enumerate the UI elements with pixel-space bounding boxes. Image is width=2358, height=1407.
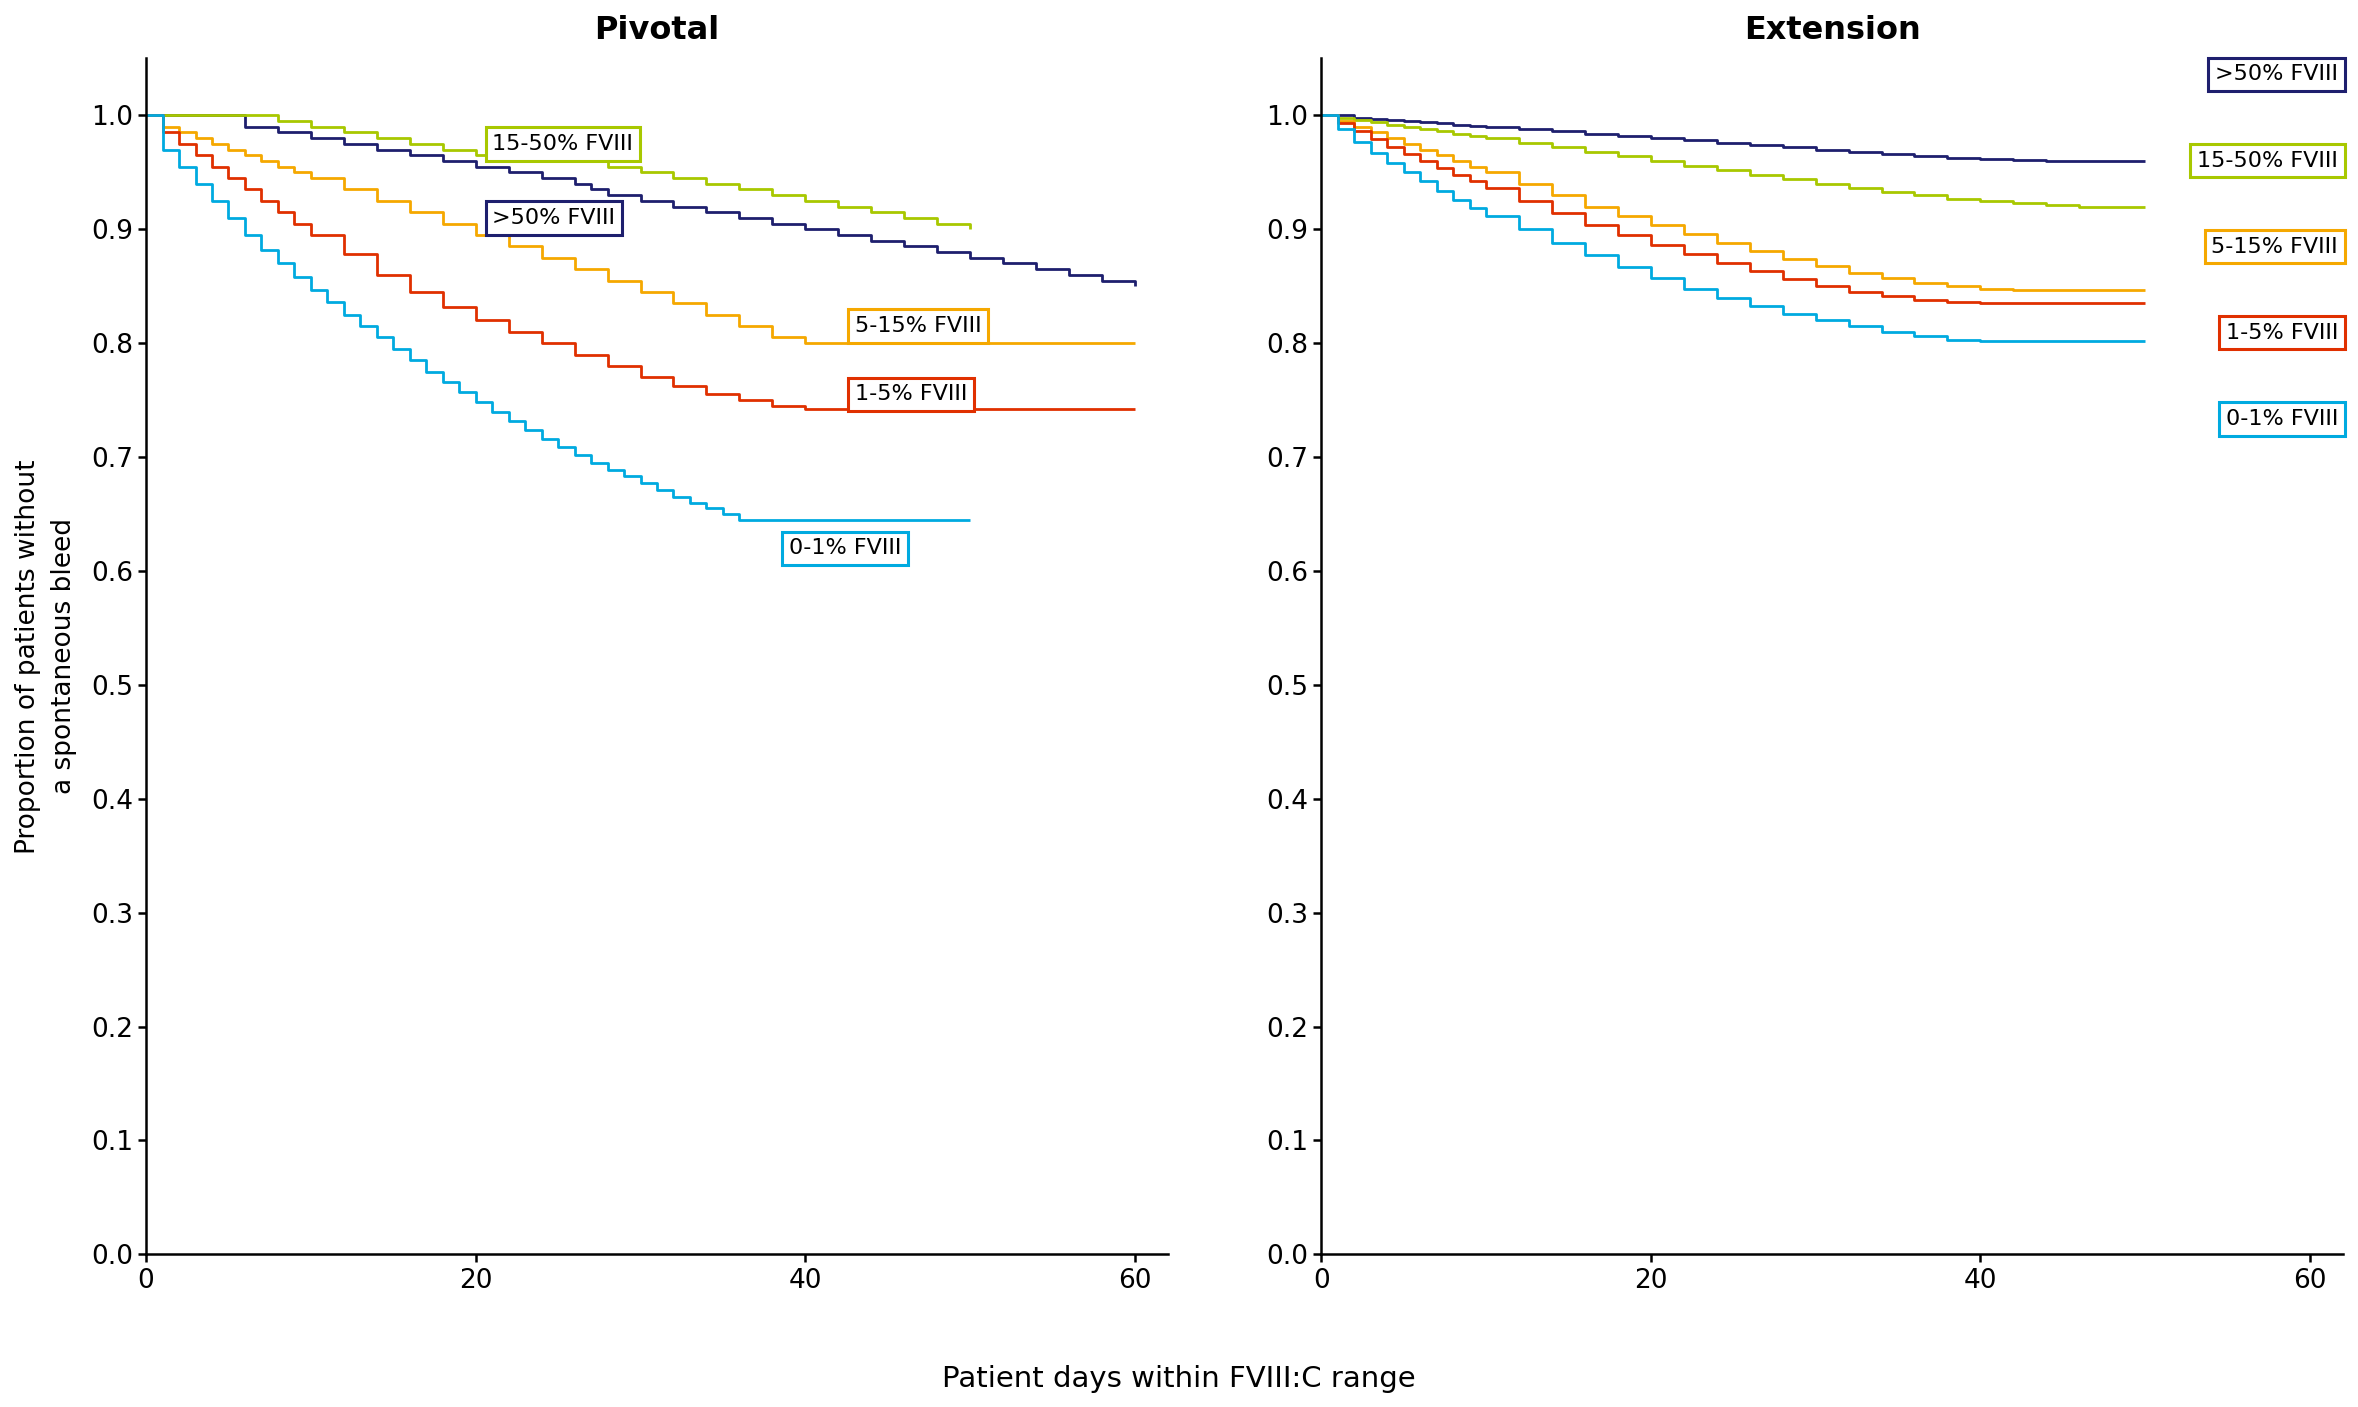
Text: Patient days within FVIII:C range: Patient days within FVIII:C range [943,1365,1415,1393]
Text: 5-15% FVIII: 5-15% FVIII [854,317,981,336]
Text: 5-15% FVIII: 5-15% FVIII [2212,236,2337,256]
Text: 1-5% FVIII: 1-5% FVIII [854,384,967,404]
Text: 0-1% FVIII: 0-1% FVIII [2226,409,2337,429]
Y-axis label: Proportion of patients without
a spontaneous bleed: Proportion of patients without a spontan… [14,459,78,854]
Text: 15-50% FVIII: 15-50% FVIII [493,134,632,153]
Text: 1-5% FVIII: 1-5% FVIII [2226,322,2337,343]
Title: Extension: Extension [1743,15,1919,46]
Text: >50% FVIII: >50% FVIII [2214,65,2337,84]
Text: >50% FVIII: >50% FVIII [493,208,615,228]
Text: 15-50% FVIII: 15-50% FVIII [2198,151,2337,170]
Title: Pivotal: Pivotal [594,15,719,46]
Text: 0-1% FVIII: 0-1% FVIII [790,539,901,559]
